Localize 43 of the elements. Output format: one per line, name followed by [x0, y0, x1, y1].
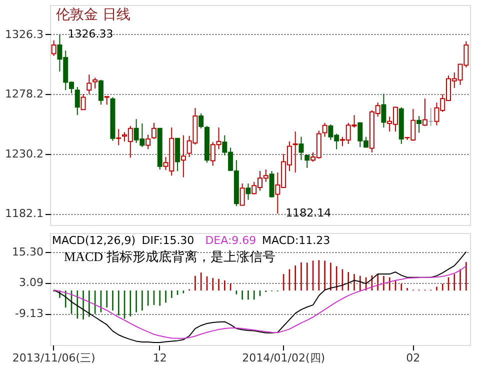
candlestick [92, 77, 98, 90]
annotation: MACD 指标形成底背离，是上涨信号 [64, 249, 276, 264]
candlestick [146, 134, 151, 150]
annotation: 1182.14 [286, 206, 332, 220]
text: DIF:15.30 [142, 234, 194, 247]
candlestick [180, 134, 186, 178]
candlestick [74, 86, 80, 116]
y-tick-label: 15.30 [12, 245, 44, 258]
candlestick [116, 128, 122, 146]
annotation: MACD:11.23 [262, 234, 330, 247]
candlestick [304, 154, 310, 168]
x-tick-label: 2013/11/06(三) [12, 352, 96, 364]
chart-title: MACD(12,26,9) [52, 234, 136, 247]
line-series [53, 251, 467, 343]
candlestick [51, 40, 56, 56]
candlestick [422, 98, 428, 126]
line-series [53, 265, 467, 339]
x-tick-label: 12 [152, 352, 167, 364]
text: DEA:9.69 [205, 234, 256, 247]
candlestick [416, 115, 422, 134]
candlestick [381, 93, 386, 128]
y-tick-label: 1182.1 [5, 207, 44, 220]
y-tick-label: 1278.2 [5, 88, 44, 101]
y-tick-label: -9.13 [15, 307, 44, 320]
candlestick [198, 113, 204, 129]
candlestick [98, 79, 104, 106]
x-tick-label: 2014/01/02(四) [242, 352, 326, 364]
candlestick [269, 170, 274, 198]
chart-title: 伦敦金 日线 [56, 7, 130, 23]
candlestick [151, 122, 156, 140]
candlestick [86, 74, 92, 95]
candlestick [298, 136, 304, 161]
y-tick-label: 1326.3 [5, 28, 44, 41]
candlestick [246, 182, 251, 200]
candlestick [322, 122, 328, 138]
candlestick [240, 182, 245, 206]
candlestick [175, 138, 180, 172]
candlestick [292, 131, 298, 174]
candlestick [80, 94, 86, 110]
y-tick-label: 1230.2 [5, 147, 44, 160]
annotation: 1326.33 [68, 27, 114, 40]
x-tick-label: 02 [406, 352, 420, 364]
y-tick-label: 3.09 [19, 276, 44, 290]
